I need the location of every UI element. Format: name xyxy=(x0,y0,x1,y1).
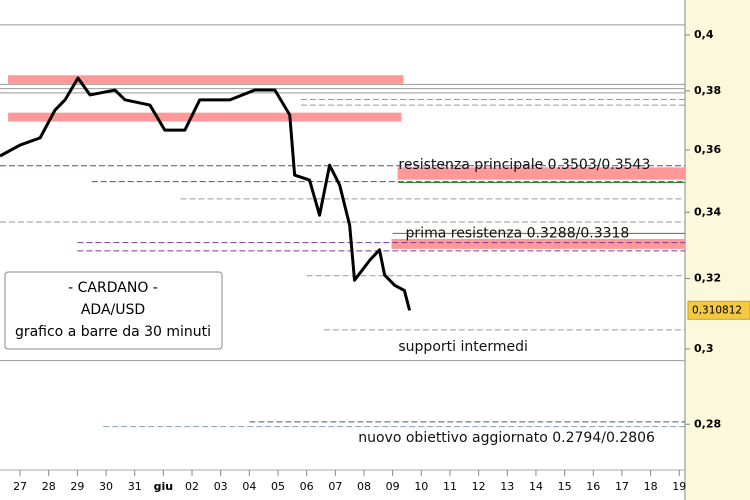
info-text: - CARDANO - xyxy=(68,280,158,296)
x-tick-label: 12 xyxy=(472,480,486,493)
x-tick-label: 19 xyxy=(672,480,686,493)
x-tick-label: 05 xyxy=(271,480,285,493)
y-tick-label: 0,38 xyxy=(694,84,721,97)
x-tick-label: 06 xyxy=(300,480,314,493)
annotation: resistenza principale 0.3503/0.3543 xyxy=(398,157,650,173)
y-tick-label: 0,4 xyxy=(694,28,714,41)
annotation: supporti intermedi xyxy=(398,339,528,355)
x-tick-label: 15 xyxy=(558,480,572,493)
x-tick-label: 13 xyxy=(500,480,514,493)
x-tick-label: 29 xyxy=(70,480,84,493)
x-tick-label: giu xyxy=(154,480,173,493)
x-tick-label: 08 xyxy=(357,480,371,493)
zone xyxy=(391,238,685,249)
zone xyxy=(397,167,685,180)
x-tick-label: 02 xyxy=(185,480,199,493)
x-tick-label: 16 xyxy=(586,480,600,493)
current-price-label: 0,310812 xyxy=(692,304,742,316)
zone xyxy=(8,112,402,122)
x-tick-label: 31 xyxy=(128,480,142,493)
x-tick-label: 11 xyxy=(443,480,457,493)
x-tick-label: 04 xyxy=(242,480,256,493)
x-tick-label: 14 xyxy=(529,480,543,493)
y-tick-label: 0,36 xyxy=(694,143,721,156)
annotation: prima resistenza 0.3288/0.3318 xyxy=(406,225,630,241)
y-tick-label: 0,34 xyxy=(694,205,721,218)
info-text: ADA/USD xyxy=(81,302,145,318)
x-tick-label: 09 xyxy=(386,480,400,493)
y-tick-label: 0,28 xyxy=(694,417,721,430)
y-tick-label: 0,3 xyxy=(694,342,714,355)
axis-panel xyxy=(685,0,750,500)
current-price-box xyxy=(687,300,750,320)
x-tick-label: 07 xyxy=(328,480,342,493)
x-tick-label: 28 xyxy=(42,480,56,493)
x-tick-label: 03 xyxy=(214,480,228,493)
x-tick-label: 27 xyxy=(13,480,27,493)
annotation: nuovo obiettivo aggiornato 0.2794/0.2806 xyxy=(358,430,655,446)
x-tick-label: 10 xyxy=(414,480,428,493)
info-box xyxy=(4,271,223,350)
x-tick-label: 18 xyxy=(644,480,658,493)
info-text: grafico a barre da 30 minuti xyxy=(15,324,211,340)
x-tick-label: 17 xyxy=(615,480,629,493)
zone xyxy=(8,75,404,84)
price-line xyxy=(0,76,412,311)
x-tick-label: 30 xyxy=(99,480,113,493)
y-tick-label: 0,32 xyxy=(694,271,721,284)
